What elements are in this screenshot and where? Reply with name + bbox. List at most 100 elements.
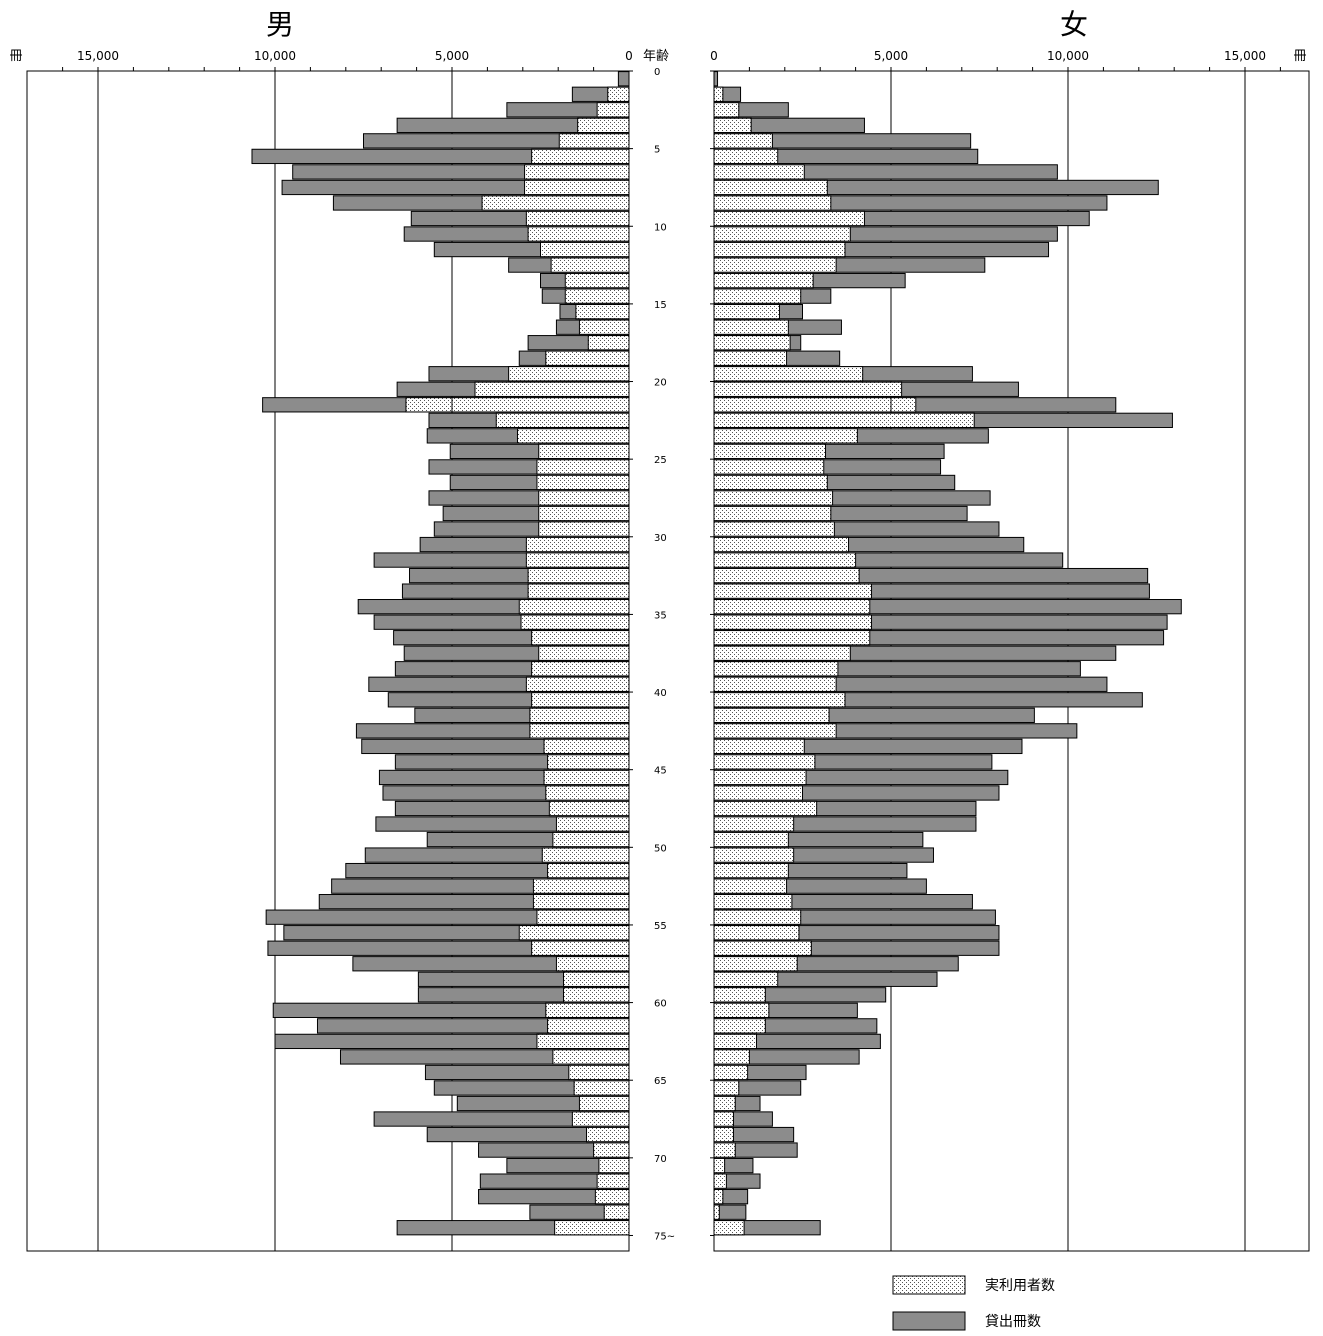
male-user-bar — [519, 926, 629, 940]
male-user-bar — [553, 1050, 629, 1064]
female-user-bar — [714, 755, 815, 769]
female-user-bar — [714, 1050, 749, 1064]
male-user-bar — [546, 786, 629, 800]
male-user-bar — [594, 1143, 629, 1157]
female-user-bar — [714, 832, 788, 846]
male-user-bar — [406, 398, 629, 412]
male-user-bar — [537, 460, 629, 474]
female-user-bar — [714, 1174, 726, 1188]
female-user-bar — [714, 1081, 739, 1095]
age-tick-label: 60 — [654, 999, 667, 1010]
female-user-bar — [714, 506, 831, 520]
age-tick-label: 30 — [654, 533, 667, 544]
legend-loans-label: 貸出冊数 — [985, 1314, 1041, 1330]
female-user-bar — [714, 1003, 769, 1017]
male-user-bar — [525, 180, 629, 194]
male-user-bar — [532, 631, 629, 645]
female-user-bar — [714, 1143, 735, 1157]
male-user-bar — [528, 568, 629, 582]
male-user-bar — [528, 227, 629, 241]
female-user-bar — [714, 460, 824, 474]
female-user-bar — [714, 646, 850, 660]
female-user-bar — [714, 1065, 748, 1079]
male-user-bar — [530, 708, 629, 722]
female-user-bar — [714, 273, 813, 287]
female-user-bar — [714, 475, 827, 489]
age-tick-label: 70 — [654, 1154, 667, 1165]
age-tick-label: 40 — [654, 688, 667, 699]
male-user-bar — [608, 87, 629, 101]
male-user-bar — [532, 941, 629, 955]
male-user-bar — [539, 506, 629, 520]
female-user-bar — [714, 553, 856, 567]
male-user-bar — [539, 522, 629, 536]
male-user-bar — [551, 258, 629, 272]
male-user-bar — [532, 693, 629, 707]
male-user-bar — [542, 848, 629, 862]
male-user-bar — [579, 320, 629, 334]
male-user-bar — [556, 957, 629, 971]
legend-users-swatch — [893, 1276, 965, 1294]
female-user-bar — [714, 895, 792, 909]
male-user-bar — [526, 553, 629, 567]
male-user-bar — [569, 1065, 629, 1079]
female-user-bar — [714, 305, 779, 319]
male-user-bar — [539, 646, 629, 660]
male-user-bar — [548, 1019, 629, 1033]
grid-layer — [27, 71, 1309, 1251]
female-user-bar — [714, 429, 857, 443]
female-user-bar — [714, 631, 870, 645]
male-user-bar — [553, 832, 629, 846]
female-x-tick-label: 5,000 — [874, 49, 908, 63]
female-user-bar — [714, 693, 845, 707]
age-tick-label: 0 — [654, 67, 660, 78]
male-user-bar — [475, 382, 629, 396]
male-user-bar — [546, 1003, 629, 1017]
female-user-bar — [714, 615, 872, 629]
female-user-bar — [714, 584, 872, 598]
male-user-bar — [574, 1081, 629, 1095]
male-user-bar — [578, 118, 629, 132]
female-user-bar — [714, 941, 811, 955]
female-user-bar — [714, 165, 804, 179]
female-user-bar — [714, 1205, 719, 1219]
female-user-bar — [714, 972, 778, 986]
female-user-bar — [714, 227, 850, 241]
male-user-bar — [564, 988, 629, 1002]
female-user-bar — [714, 1096, 735, 1110]
male-user-bar — [532, 149, 629, 163]
male-user-bar — [539, 444, 629, 458]
male-user-bar — [564, 972, 629, 986]
female-user-bar — [714, 863, 788, 877]
female-user-bar — [714, 848, 794, 862]
female-user-bar — [714, 708, 829, 722]
female-user-bar — [714, 289, 801, 303]
age-tick-label: 35 — [654, 610, 667, 621]
male-user-bar — [549, 801, 629, 815]
female-user-bar — [714, 444, 826, 458]
male-user-bar — [525, 165, 629, 179]
male-loan-bar — [618, 72, 629, 86]
male-x-tick-label: 5,000 — [435, 49, 469, 63]
male-user-bar — [482, 196, 629, 210]
age-tick-label: 15 — [654, 300, 667, 311]
male-user-bar — [509, 367, 629, 381]
age-tick-label: 10 — [654, 222, 667, 233]
male-user-bar — [530, 724, 629, 738]
female-user-bar — [714, 786, 803, 800]
male-user-bar — [496, 413, 629, 427]
female-user-bar — [714, 1127, 733, 1141]
male-user-bar — [537, 1034, 629, 1048]
male-user-bar — [556, 817, 629, 831]
female-user-bar — [714, 537, 849, 551]
female-user-bar — [714, 1034, 756, 1048]
female-user-bar — [714, 118, 751, 132]
male-unit-label: 冊 — [9, 49, 22, 64]
male-user-bar — [521, 615, 629, 629]
male-user-bar — [537, 475, 629, 489]
age-tick-label: 55 — [654, 921, 667, 932]
male-user-bar — [559, 134, 629, 148]
age-tick-label: 65 — [654, 1076, 667, 1087]
